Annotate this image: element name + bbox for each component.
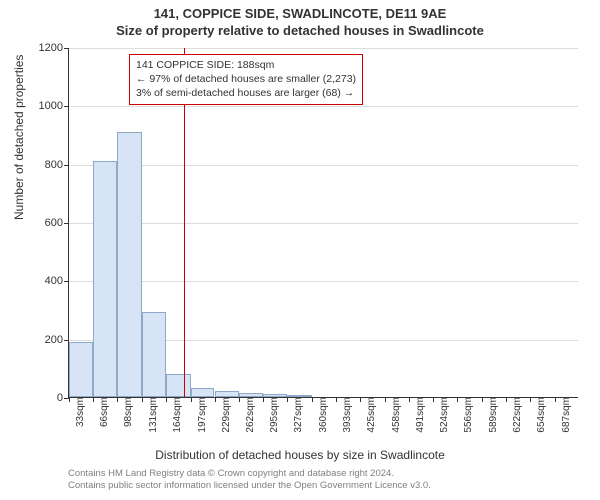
x-tick-mark [482,397,483,402]
x-tick-label: 66sqm [97,397,110,427]
x-tick-label: 622sqm [510,397,523,433]
histogram-bar [191,388,215,397]
histogram-bar [142,312,166,397]
x-tick-mark [166,397,167,402]
chart-container: 141, COPPICE SIDE, SWADLINCOTE, DE11 9AE… [0,0,600,500]
x-tick-label: 327sqm [291,397,304,433]
y-tick-label: 600 [45,217,69,229]
y-tick-label: 400 [45,275,69,287]
gridline [69,106,578,107]
plot-area: 02004006008001000120033sqm66sqm98sqm131s… [68,48,578,398]
x-tick-mark [287,397,288,402]
x-tick-label: 687sqm [559,397,572,433]
gridline [69,48,578,49]
x-tick-mark [555,397,556,402]
footer-line: Contains HM Land Registry data © Crown c… [68,468,431,480]
y-tick-label: 1000 [39,100,69,112]
gridline [69,223,578,224]
chart-footer: Contains HM Land Registry data © Crown c… [68,468,431,493]
footer-line: Contains public sector information licen… [68,480,431,492]
x-tick-mark [263,397,264,402]
chart-title-line2: Size of property relative to detached ho… [0,21,600,38]
histogram-bar [69,342,93,397]
annotation-line: 141 COPPICE SIDE: 188sqm [136,58,356,72]
x-tick-mark [312,397,313,402]
x-tick-mark [142,397,143,402]
x-tick-label: 295sqm [267,397,280,433]
y-tick-label: 0 [57,392,69,404]
x-tick-mark [215,397,216,402]
x-tick-mark [191,397,192,402]
gridline [69,165,578,166]
x-tick-label: 98sqm [121,397,134,427]
x-tick-label: 33sqm [73,397,86,427]
x-tick-label: 229sqm [219,397,232,433]
annotation-line: ← 97% of detached houses are smaller (2,… [136,72,356,86]
x-tick-label: 491sqm [413,397,426,433]
x-tick-label: 524sqm [437,397,450,433]
annotation-line: 3% of semi-detached houses are larger (6… [136,86,356,100]
y-tick-label: 200 [45,334,69,346]
x-tick-mark [457,397,458,402]
x-tick-label: 131sqm [146,397,159,433]
x-tick-label: 164sqm [170,397,183,433]
x-tick-label: 425sqm [364,397,377,433]
x-tick-mark [409,397,410,402]
x-tick-label: 360sqm [316,397,329,433]
histogram-bar [166,374,190,397]
x-tick-mark [117,397,118,402]
y-axis-label: Number of detached properties [12,55,26,220]
histogram-bar [117,132,141,397]
x-tick-mark [239,397,240,402]
x-tick-label: 393sqm [340,397,353,433]
x-tick-label: 654sqm [534,397,547,433]
gridline [69,281,578,282]
y-tick-label: 800 [45,159,69,171]
x-tick-mark [336,397,337,402]
x-tick-mark [506,397,507,402]
x-tick-mark [360,397,361,402]
y-tick-label: 1200 [39,42,69,54]
x-tick-label: 589sqm [486,397,499,433]
histogram-bar [93,161,117,397]
x-tick-mark [93,397,94,402]
x-axis-label: Distribution of detached houses by size … [0,448,600,462]
x-tick-mark [530,397,531,402]
x-tick-label: 458sqm [389,397,402,433]
x-tick-mark [69,397,70,402]
chart-title-line1: 141, COPPICE SIDE, SWADLINCOTE, DE11 9AE [0,0,600,21]
x-tick-mark [385,397,386,402]
chart-annotation-box: 141 COPPICE SIDE: 188sqm ← 97% of detach… [129,54,363,105]
x-tick-mark [433,397,434,402]
x-tick-label: 197sqm [195,397,208,433]
x-tick-label: 556sqm [461,397,474,433]
x-tick-label: 262sqm [243,397,256,433]
